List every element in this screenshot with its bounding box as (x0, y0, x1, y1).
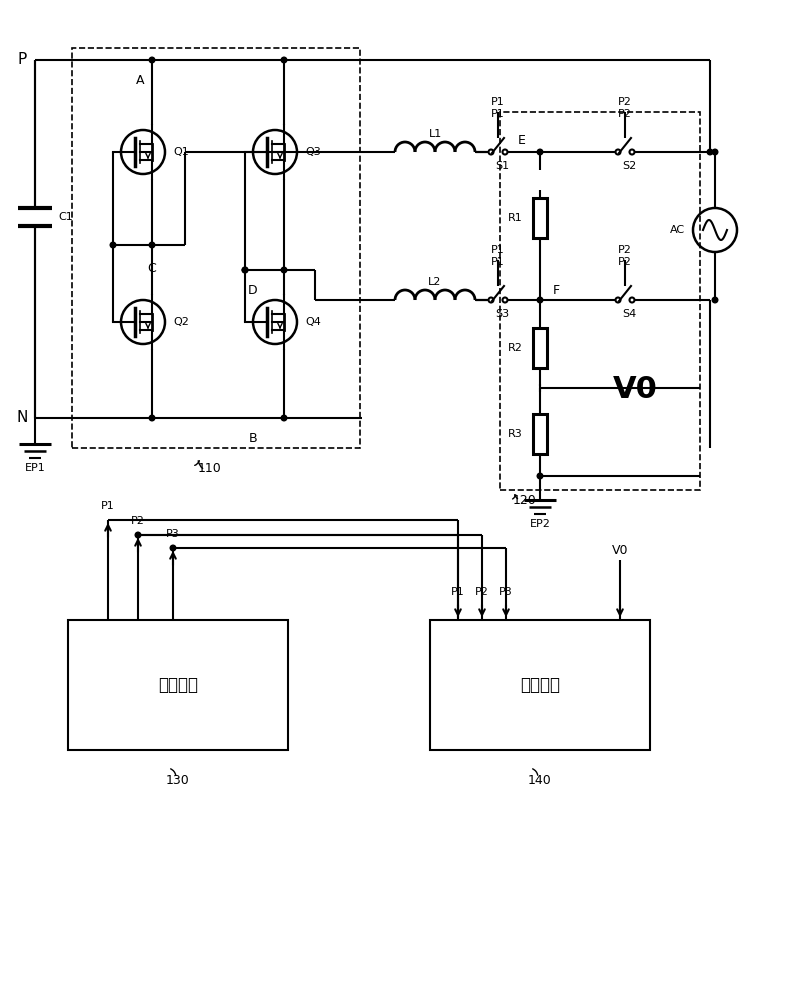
Text: R2: R2 (508, 343, 523, 353)
Circle shape (488, 298, 494, 302)
Text: L1: L1 (429, 129, 442, 139)
Text: P1: P1 (491, 109, 505, 119)
Circle shape (712, 297, 717, 303)
Circle shape (243, 267, 248, 273)
Bar (533, 328, 547, 368)
Text: P1: P1 (491, 245, 505, 255)
Circle shape (630, 149, 634, 154)
Bar (430, 620, 650, 750)
Text: C1: C1 (58, 212, 73, 222)
Circle shape (149, 415, 155, 421)
Text: P2: P2 (618, 109, 632, 119)
Text: E: E (518, 133, 526, 146)
Text: Q4: Q4 (305, 317, 321, 327)
Text: 140: 140 (528, 774, 552, 786)
Text: P2: P2 (618, 97, 632, 107)
Circle shape (135, 532, 141, 538)
Text: D: D (248, 284, 257, 296)
Text: P2: P2 (618, 245, 632, 255)
Text: B: B (249, 432, 257, 444)
Text: P1: P1 (491, 257, 505, 267)
Text: 120: 120 (513, 493, 537, 506)
Circle shape (170, 545, 176, 551)
Circle shape (537, 297, 542, 303)
Circle shape (281, 57, 287, 63)
Circle shape (488, 149, 494, 154)
Text: Q2: Q2 (173, 317, 189, 327)
Text: R3: R3 (508, 429, 523, 439)
Bar (72, 48, 360, 448)
Text: C: C (148, 261, 156, 274)
Circle shape (502, 298, 507, 302)
Text: V0: V0 (612, 544, 628, 556)
Text: P3: P3 (499, 587, 513, 597)
Text: S1: S1 (495, 161, 509, 171)
Circle shape (149, 57, 155, 63)
Text: P3: P3 (166, 529, 180, 539)
Text: R1: R1 (508, 213, 523, 223)
Text: P2: P2 (131, 516, 145, 526)
Text: V0: V0 (612, 375, 657, 404)
Circle shape (537, 473, 542, 479)
Text: AC: AC (670, 225, 685, 235)
Text: P: P (17, 52, 27, 68)
Text: S3: S3 (495, 309, 509, 319)
Circle shape (243, 267, 248, 273)
Circle shape (537, 149, 542, 155)
Text: 130: 130 (166, 774, 190, 786)
Circle shape (110, 242, 116, 248)
Bar (533, 198, 547, 238)
Bar (533, 414, 547, 454)
Text: P2: P2 (475, 587, 489, 597)
Text: A: A (136, 74, 144, 87)
Text: S2: S2 (622, 161, 636, 171)
Bar (500, 112, 700, 490)
Text: 驱动电路: 驱动电路 (158, 676, 198, 694)
Text: 110: 110 (198, 462, 222, 475)
Circle shape (281, 267, 287, 273)
Text: L2: L2 (429, 277, 442, 287)
Circle shape (630, 298, 634, 302)
Circle shape (149, 242, 155, 248)
Circle shape (615, 298, 620, 302)
Text: Q1: Q1 (173, 147, 188, 157)
Bar (68, 620, 288, 750)
Text: P1: P1 (491, 97, 505, 107)
Text: N: N (16, 410, 27, 426)
Text: EP2: EP2 (530, 519, 550, 529)
Circle shape (502, 149, 507, 154)
Text: EP1: EP1 (24, 463, 46, 473)
Text: P1: P1 (101, 501, 115, 511)
Text: P1: P1 (451, 587, 465, 597)
Text: Q3: Q3 (305, 147, 321, 157)
Text: S4: S4 (622, 309, 636, 319)
Text: F: F (553, 284, 560, 296)
Circle shape (281, 415, 287, 421)
Circle shape (712, 149, 717, 155)
Text: 检测电路: 检测电路 (520, 676, 560, 694)
Text: P2: P2 (618, 257, 632, 267)
Circle shape (615, 149, 620, 154)
Circle shape (707, 149, 713, 155)
